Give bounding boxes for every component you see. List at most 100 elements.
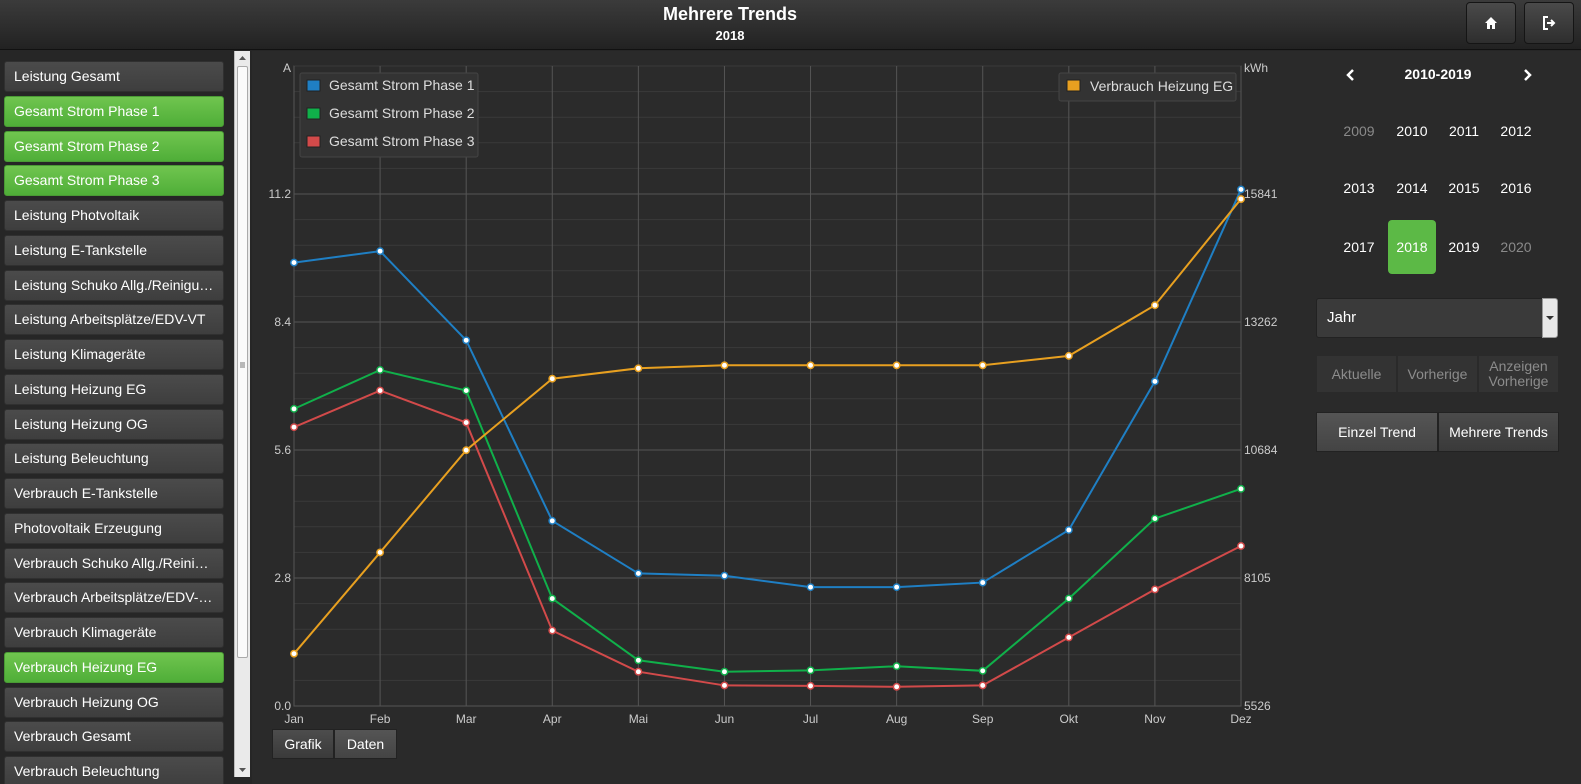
sidebar-item[interactable]: Leistung Schuko Allg./Reinigu… <box>4 269 224 301</box>
sidebar-item[interactable]: Verbrauch Heizung EG <box>4 651 224 683</box>
data-point <box>978 361 987 370</box>
year-cell[interactable]: 2011 <box>1448 123 1480 139</box>
sidebar-item[interactable]: Gesamt Strom Phase 3 <box>4 165 224 197</box>
home-button[interactable] <box>1466 2 1516 44</box>
sidebar-item[interactable]: Leistung Beleuchtung <box>4 443 224 475</box>
show-previous-label-1: Anzeigen <box>1489 358 1548 374</box>
sidebar-item[interactable]: Verbrauch Heizung OG <box>4 686 224 718</box>
year-cell[interactable]: 2015 <box>1448 180 1480 196</box>
daten-button[interactable]: Daten <box>334 729 397 759</box>
year-cell[interactable]: 2019 <box>1448 239 1480 255</box>
sidebar-item[interactable]: Gesamt Strom Phase 2 <box>4 130 224 162</box>
scroll-thumb[interactable] <box>237 66 248 658</box>
legend-swatch <box>1066 79 1081 92</box>
data-point <box>462 446 471 455</box>
right-tick-label: 10684 <box>1244 443 1278 457</box>
trend-chart: 0.0 2.8 5.6 8.4 11.2 5526 8105 10684 13262 15841 A… <box>269 61 1278 726</box>
current-button[interactable]: Aktuelle <box>1316 355 1397 393</box>
left-tick-label: 0.0 <box>274 699 291 713</box>
data-point <box>1064 526 1073 534</box>
left-axis-unit: A <box>283 61 291 75</box>
year-cell[interactable]: 2016 <box>1500 180 1532 196</box>
left-tick-label: 5.6 <box>274 443 291 457</box>
data-point <box>892 361 901 370</box>
year-cell[interactable]: 2013 <box>1343 180 1375 196</box>
data-point <box>548 374 557 383</box>
sidebar-item[interactable]: Verbrauch Schuko Allg./Reini… <box>4 547 224 579</box>
x-tick-label: Jul <box>803 712 818 726</box>
next-decade-icon[interactable] <box>1521 67 1535 83</box>
series-line <box>293 368 1242 673</box>
single-trend-button[interactable]: Einzel Trend <box>1316 412 1438 452</box>
multi-trend-button[interactable]: Mehrere Trends <box>1438 412 1559 452</box>
data-point <box>1064 633 1073 642</box>
left-tick-label: 8.4 <box>274 315 291 329</box>
right-tick-label: 13262 <box>1244 315 1278 329</box>
sidebar-item[interactable]: Verbrauch Arbeitsplätze/EDV-… <box>4 582 224 614</box>
data-point <box>462 418 471 427</box>
logout-button[interactable] <box>1524 2 1574 44</box>
sidebar-item[interactable]: Leistung Arbeitsplätze/EDV-VT <box>4 304 224 336</box>
year-cell[interactable]: 2017 <box>1343 239 1375 255</box>
sidebar-item[interactable]: Verbrauch Klimageräte <box>4 617 224 648</box>
data-point <box>720 667 729 676</box>
period-select-value: Jahr <box>1327 309 1357 326</box>
plot-background <box>293 65 1242 707</box>
data-point <box>376 366 385 374</box>
previous-button[interactable]: Vorherige <box>1397 355 1478 393</box>
legend-entry: Gesamt Strom Phase 2 <box>329 105 475 121</box>
right-tick-label: 15841 <box>1244 187 1278 201</box>
sidebar-item[interactable]: Leistung Gesamt <box>4 61 224 92</box>
sidebar-item[interactable]: Photovoltaik Erzeugung <box>4 512 224 544</box>
sidebar-item[interactable]: Leistung Heizung EG <box>4 373 224 405</box>
right-panel: 2010-2019 2009 2010 2011 2012 2013 2014 2015 20… <box>1296 51 1581 784</box>
sidebar-item[interactable]: Leistung Klimageräte <box>4 339 224 370</box>
sidebar-item[interactable]: Gesamt Strom Phase 1 <box>4 95 224 127</box>
prev-decade-icon[interactable] <box>1343 67 1357 83</box>
period-select[interactable]: Jahr <box>1316 298 1558 338</box>
data-point <box>978 666 987 675</box>
data-point <box>892 583 901 592</box>
year-cell[interactable]: 2018 <box>1388 220 1436 274</box>
show-previous-button[interactable]: Anzeigen Vorherige <box>1478 355 1559 393</box>
data-point <box>1237 185 1245 194</box>
scroll-down-icon[interactable] <box>235 763 250 777</box>
current-button-label: Aktuelle <box>1331 365 1382 382</box>
sidebar-item[interactable]: Verbrauch Gesamt <box>4 721 224 753</box>
legend-left-box <box>299 72 479 158</box>
sidebar-item[interactable]: Leistung Heizung OG <box>4 408 224 440</box>
sidebar-item[interactable]: Leistung E-Tankstelle <box>4 234 224 266</box>
period-dropdown-button[interactable] <box>1542 298 1558 338</box>
grafik-button[interactable]: Grafik <box>272 729 334 759</box>
sidebar-scrollbar[interactable] <box>234 51 250 777</box>
data-point <box>548 626 557 635</box>
sidebar-item[interactable]: Verbrauch Beleuchtung <box>4 756 224 784</box>
scroll-up-icon[interactable] <box>235 51 250 65</box>
x-tick-label: Nov <box>1144 712 1165 726</box>
sidebar-item[interactable]: Leistung Photvoltaik <box>4 200 224 231</box>
sidebar-item[interactable]: Verbrauch E-Tankstelle <box>4 478 224 509</box>
year-cell[interactable]: 2014 <box>1396 180 1428 196</box>
data-point <box>376 247 385 256</box>
data-point <box>1064 351 1073 360</box>
data-point <box>376 386 385 395</box>
x-tick-label: Sep <box>972 712 994 726</box>
data-point <box>720 681 729 690</box>
year-cell[interactable]: 2010 <box>1396 123 1428 139</box>
data-point <box>634 656 643 665</box>
right-tick-label: 8105 <box>1244 571 1271 585</box>
page-subtitle: 2018 <box>715 28 745 43</box>
data-point <box>290 258 298 267</box>
x-tick-label: Mar <box>456 712 477 726</box>
legend-entry: Gesamt Strom Phase 1 <box>329 77 475 93</box>
data-point <box>806 583 815 592</box>
previous-button-label: Vorherige <box>1407 365 1468 382</box>
x-tick-label: Mai <box>629 712 648 726</box>
year-cell[interactable]: 2012 <box>1500 123 1532 139</box>
data-point <box>634 667 643 676</box>
data-point <box>548 594 557 603</box>
chart-area: 0.0 2.8 5.6 8.4 11.2 5526 8105 10684 13262 15841 A… <box>252 51 1296 784</box>
legend-swatch <box>306 79 321 92</box>
data-point <box>806 361 815 370</box>
legend-right-box <box>1058 72 1237 102</box>
